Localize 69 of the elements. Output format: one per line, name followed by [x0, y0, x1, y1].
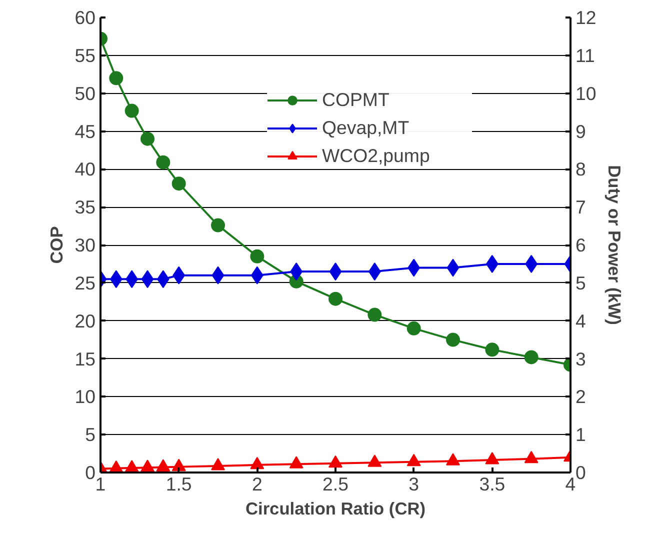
point [329, 262, 342, 281]
point [485, 452, 500, 464]
point [328, 455, 342, 468]
point [211, 218, 225, 232]
point [368, 308, 382, 322]
x-tick-label: 4 [565, 474, 576, 494]
y-tick-label: 25 [74, 272, 96, 294]
legend-label: Qevap,MT [322, 117, 410, 139]
x-tick-label: 3.5 [479, 474, 506, 494]
y2-tick-label: 4 [576, 310, 586, 332]
y2-tick-label: 7 [576, 196, 586, 218]
point [250, 456, 264, 470]
point [156, 155, 170, 170]
legend-label: WCO2,pump [322, 145, 431, 167]
y2-tick-label: 12 [576, 7, 596, 28]
y-tick-label: 55 [74, 44, 96, 66]
point [141, 270, 154, 288]
y-tick-label: 30 [74, 234, 96, 256]
y2-tick-label: 0 [576, 462, 586, 483]
y2-tick-label: 11 [576, 44, 595, 66]
point [140, 460, 154, 472]
y-tick-label: 15 [74, 348, 96, 370]
x-tick-label: 1 [95, 474, 106, 494]
x-tick-label: 2 [252, 474, 262, 494]
point [156, 459, 170, 472]
x-tick-label: 2.5 [322, 474, 348, 494]
x-tick-label: 3 [408, 474, 420, 494]
y2-tick-label: 2 [576, 386, 586, 408]
point [289, 456, 304, 468]
y-tick-label: 60 [74, 7, 96, 28]
x-tick-label: 1.5 [166, 474, 192, 494]
point [124, 104, 139, 118]
point [140, 132, 154, 146]
point [124, 460, 139, 472]
point [446, 258, 460, 277]
point [172, 176, 186, 191]
point [172, 458, 186, 472]
y-tick-label: 45 [74, 120, 96, 142]
point [524, 350, 538, 364]
point [406, 454, 421, 466]
legend-label: COPMT [322, 89, 390, 111]
y2-tick-label: 6 [576, 234, 586, 256]
y2-axis-title: Duty or Power (kW) [604, 165, 624, 325]
point [250, 249, 264, 264]
point [524, 450, 538, 464]
point [446, 332, 460, 347]
y2-tick-label: 8 [576, 158, 586, 180]
point [485, 342, 500, 357]
y2-tick-label: 5 [576, 272, 586, 294]
point [368, 454, 382, 467]
point [109, 71, 124, 86]
y2-tick-label: 9 [576, 120, 586, 142]
point [211, 458, 225, 470]
y-tick-label: 10 [74, 386, 96, 408]
point [328, 292, 342, 306]
y2-tick-label: 1 [576, 424, 586, 446]
point [446, 453, 460, 466]
y-tick-label: 0 [85, 462, 96, 483]
y-tick-label: 40 [74, 158, 96, 180]
x-axis-title: Circulation Ratio (CR) [245, 498, 426, 518]
point [212, 266, 224, 284]
y2-tick-label: 10 [576, 82, 596, 104]
y-tick-label: 35 [74, 196, 96, 218]
y-axis-title: COP [46, 226, 67, 264]
y-tick-label: 20 [74, 310, 96, 332]
y-tick-label: 5 [85, 424, 96, 446]
point [406, 321, 421, 336]
y-tick-label: 50 [74, 82, 96, 104]
y2-tick-label: 3 [576, 348, 586, 370]
